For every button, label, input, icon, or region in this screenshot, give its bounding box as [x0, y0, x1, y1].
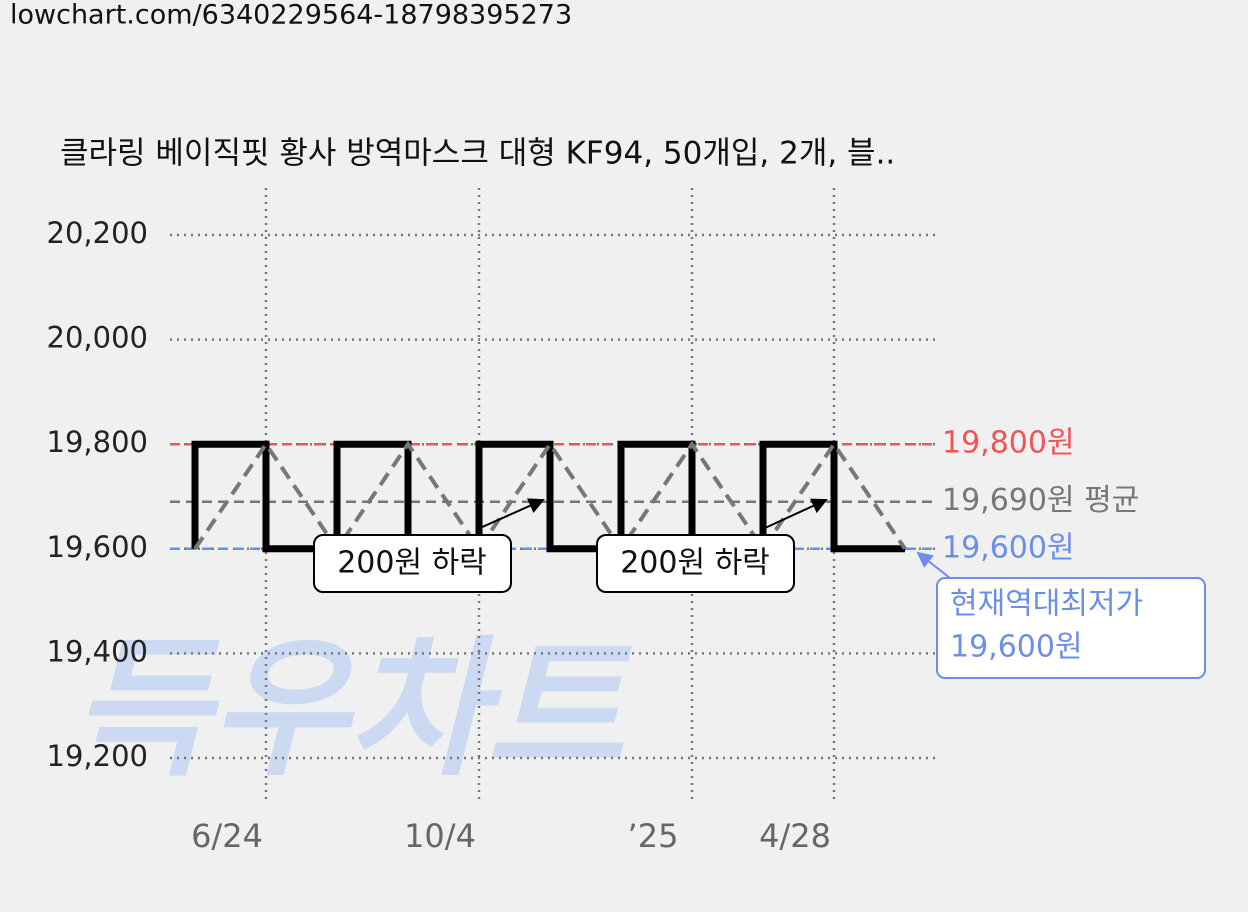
- price-trend-line: [193, 440, 907, 553]
- annotation-box: [596, 534, 795, 593]
- y-tick-label: 19,400: [47, 634, 148, 668]
- callout-value: 19,600원: [950, 630, 1083, 665]
- reference-label: 19,690원 평균: [942, 483, 1139, 518]
- x-tick-label: 10/4: [404, 817, 476, 855]
- x-tick-label: ’25: [628, 817, 679, 855]
- y-tick-label: 19,800: [47, 425, 148, 459]
- y-tick-label: 20,000: [47, 321, 148, 355]
- url: lowchart.com/6340229564-18798395273: [10, 0, 572, 31]
- x-tick-label: 4/28: [759, 817, 831, 855]
- x-tick-label: 6/24: [191, 817, 263, 855]
- y-tick-label: 19,600: [47, 530, 148, 564]
- annotation-text: 200원 하락: [620, 546, 770, 581]
- reference-label: 19,800원: [942, 426, 1075, 461]
- y-tick-label: 19,200: [47, 739, 148, 773]
- price-step-line: [191, 440, 905, 553]
- y-tick-label: 20,200: [47, 216, 148, 250]
- chart-title: 클라링 베이직핏 황사 방역마스크 대형 KF94, 50개입, 2개, 블..: [60, 136, 895, 172]
- annotation-arrow: [479, 498, 545, 529]
- annotation-arrow: [764, 498, 828, 529]
- reference-label: 19,600원: [942, 530, 1075, 565]
- callout-box: [936, 577, 1206, 679]
- watermark: 득우차트: [72, 623, 633, 797]
- callout-title: 현재역대최저가: [950, 587, 1143, 622]
- annotation-text: 200원 하락: [337, 546, 487, 581]
- callout-arrow: [916, 551, 951, 579]
- annotation-box: [313, 534, 512, 593]
